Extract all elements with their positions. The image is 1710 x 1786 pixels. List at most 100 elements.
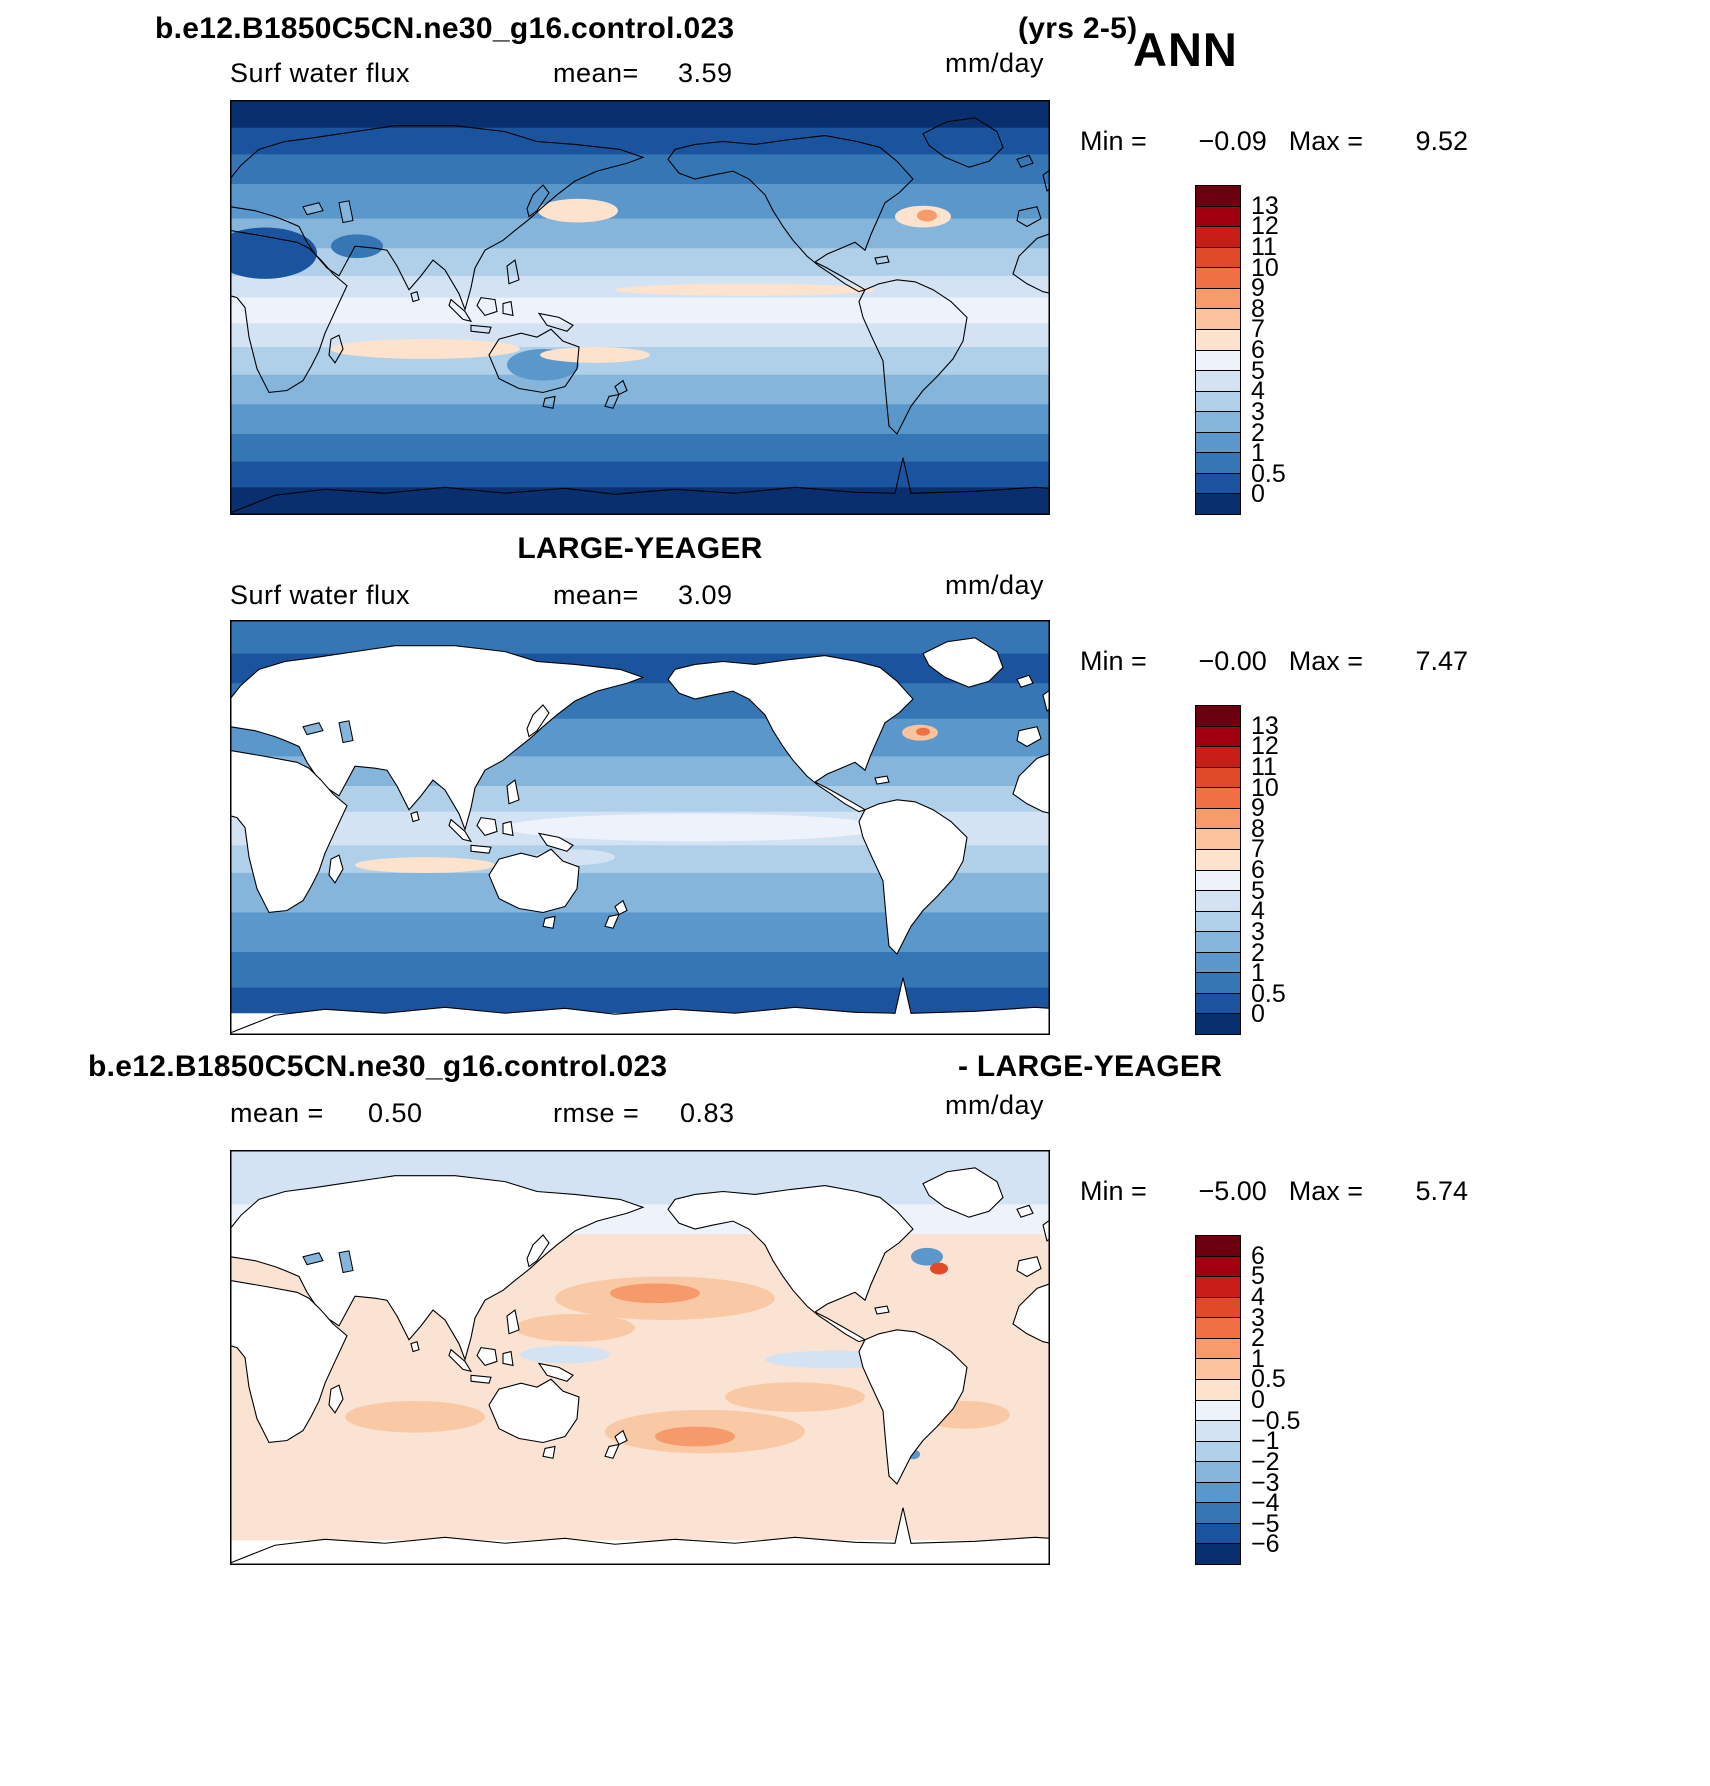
map-frame	[230, 620, 1050, 1035]
colorbar-tick-label: −0.5	[1251, 1406, 1301, 1435]
colorbar-tick-label: −1	[1251, 1427, 1280, 1456]
panel3-map-svg	[230, 1150, 1050, 1565]
colorbar-cell	[1195, 766, 1241, 789]
field-contour-band	[230, 297, 1050, 325]
colorbar-tick-label: 0	[1251, 1000, 1265, 1029]
coastline	[874, 255, 890, 265]
coastline	[502, 1350, 514, 1367]
colorbar-cell	[1195, 1235, 1241, 1257]
coastline	[448, 818, 473, 843]
panel2-mean-label: mean=	[553, 580, 639, 610]
coastline	[604, 913, 620, 929]
colorbar-cell	[1195, 185, 1241, 207]
field-anomaly-blob	[917, 209, 937, 222]
coastline	[858, 799, 968, 955]
panel1-colorbar: 13 12 11 10 9 8 7 6 5 4 3 2 1 0.5 0	[1195, 185, 1345, 515]
coastline	[874, 775, 890, 785]
panel1-map	[230, 100, 1050, 515]
coastline	[1012, 1283, 1050, 1344]
colorbar-tick-label: 11	[1251, 232, 1277, 261]
colorbar-cell	[1195, 931, 1241, 953]
coastline	[614, 899, 628, 916]
colorbar-cell	[1195, 328, 1241, 351]
coastline	[537, 832, 574, 852]
field-contour-band	[230, 154, 1050, 185]
colorbar-tick-label: 6	[1251, 856, 1265, 884]
colorbar-tick-label: 4	[1251, 377, 1265, 406]
field-anomaly-blob	[540, 347, 650, 363]
colorbar-tick-label: 7	[1251, 315, 1265, 344]
colorbar-cell	[1195, 992, 1241, 1015]
coastline	[614, 379, 628, 396]
panel1-title: b.e12.B1850C5CN.ne30_g16.control.023	[155, 12, 735, 45]
season-label: ANN	[1133, 23, 1238, 76]
coastline	[1016, 154, 1034, 168]
coastline	[230, 457, 1050, 515]
colorbar-tick-label: 2	[1251, 938, 1265, 967]
panel3-max-value: 5.74	[1415, 1176, 1469, 1206]
colorbar-cell	[1195, 951, 1241, 974]
colorbar-tick-label: 5	[1251, 1262, 1265, 1291]
colorbar-cell	[1195, 1399, 1241, 1422]
coastline	[448, 1348, 473, 1373]
panel1-field-label: Surf water flux	[230, 58, 411, 88]
field-contour-band	[230, 912, 1050, 953]
coastline	[526, 704, 550, 738]
colorbar-tick-label: 1	[1251, 959, 1265, 988]
colorbar-tick-label: 0.5	[1251, 979, 1286, 1008]
panel1-max-value: 9.52	[1415, 126, 1469, 156]
coastline	[476, 817, 498, 837]
map-frame	[230, 100, 1050, 515]
field-anomaly-blob	[615, 283, 875, 296]
colorbar-tick-label: 13	[1251, 711, 1279, 740]
colorbar-cell	[1195, 472, 1241, 495]
panel2-title: LARGE-YEAGER	[517, 532, 763, 565]
panel2-map	[230, 620, 1050, 1035]
coastline	[506, 259, 520, 285]
field-contour-band	[230, 404, 1050, 435]
colorbar-cell	[1195, 452, 1241, 474]
colorbar-cell	[1195, 226, 1241, 248]
coastline	[476, 297, 498, 317]
field-anomaly-blob	[230, 227, 317, 279]
coastline	[328, 1384, 344, 1414]
panel3-max-label: Max =	[1288, 1176, 1364, 1206]
colorbar-cell	[1195, 725, 1241, 748]
field-anomaly-blob	[916, 727, 930, 736]
panel2-min-value: −0.00	[1198, 646, 1267, 676]
lake	[302, 1252, 324, 1266]
colorbar-cell	[1195, 370, 1241, 392]
coastline	[476, 1347, 498, 1367]
colorbar-cell	[1195, 746, 1241, 768]
panel3-units-label: mm/day	[945, 1090, 1045, 1120]
coastline	[328, 334, 344, 364]
coastline	[1016, 726, 1042, 748]
panel2-max-label: Max =	[1288, 646, 1364, 676]
panel3-minmax: Min = −5.00 Max = 5.74	[1080, 1176, 1468, 1207]
coastline	[410, 810, 420, 823]
panel3-mean-value: 0.50	[368, 1098, 423, 1128]
panel2-min-label: Min =	[1080, 646, 1162, 676]
field-anomaly-blob	[655, 1426, 735, 1447]
panel1-colorbar-labels: 13 12 11 10 9 8 7 6 5 4 3 2 1 0.5 0	[1251, 185, 1341, 515]
coastline	[604, 393, 620, 409]
lake	[302, 722, 324, 736]
colorbar-cell	[1195, 246, 1241, 269]
coastline	[614, 1429, 628, 1446]
coastline	[502, 820, 514, 837]
colorbar-cell	[1195, 349, 1241, 372]
colorbar-cell	[1195, 807, 1241, 830]
coastline	[502, 300, 514, 317]
coastline	[448, 298, 473, 323]
colorbar-tick-label: 12	[1251, 732, 1279, 761]
coastline	[922, 117, 1004, 168]
colorbar-cell	[1195, 1522, 1241, 1545]
coastline	[230, 229, 348, 394]
field-anomaly-blob	[345, 1400, 485, 1433]
panel2-colorbar: 13 12 11 10 9 8 7 6 5 4 3 2 1 0.5 0	[1195, 705, 1345, 1035]
colorbar-tick-label: 4	[1251, 897, 1265, 926]
coastline	[470, 844, 492, 854]
colorbar-tick-label: 9	[1251, 274, 1265, 303]
coastline	[230, 977, 1050, 1035]
